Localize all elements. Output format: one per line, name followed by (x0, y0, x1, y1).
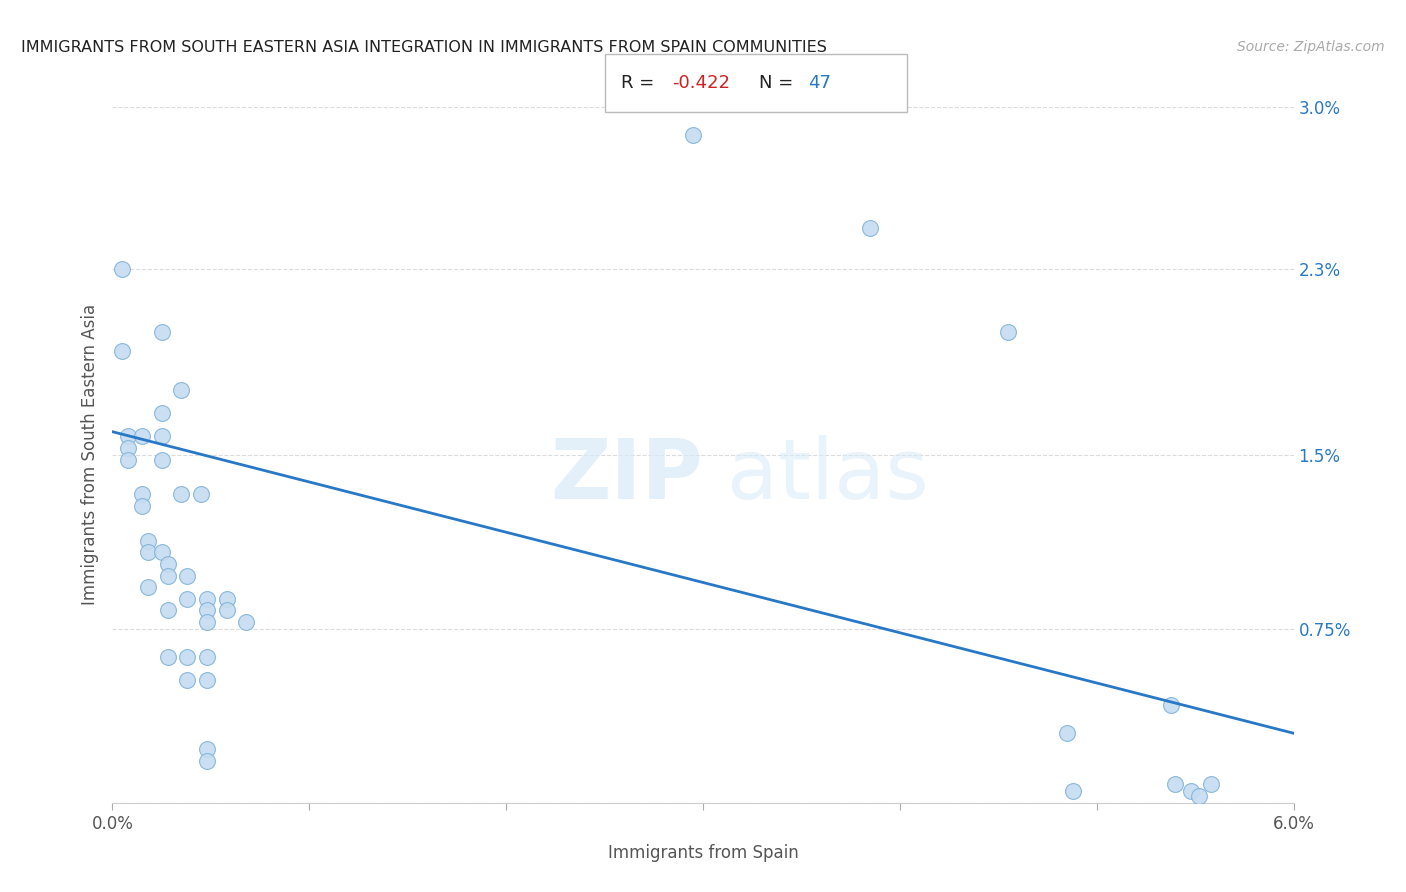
Point (1180, 784, 1202, 798)
Point (150, 545, 173, 559)
Point (136, 580, 159, 594)
Point (170, 383, 193, 397)
Point (682, 128, 704, 142)
Point (150, 406, 173, 420)
Point (156, 603, 179, 617)
Point (117, 452, 139, 467)
Point (1199, 777, 1222, 791)
Point (131, 487, 153, 501)
Point (170, 487, 193, 501)
Point (195, 742, 218, 756)
Text: ZIP: ZIP (551, 435, 703, 516)
Point (176, 568, 198, 582)
Point (176, 591, 198, 606)
Point (1062, 784, 1084, 798)
Point (1160, 698, 1182, 713)
Point (131, 499, 153, 513)
Point (117, 441, 139, 455)
Point (1188, 789, 1211, 803)
Text: IMMIGRANTS FROM SOUTH EASTERN ASIA INTEGRATION IN IMMIGRANTS FROM SPAIN COMMUNIT: IMMIGRANTS FROM SOUTH EASTERN ASIA INTEG… (21, 40, 827, 55)
Point (195, 591, 218, 606)
Point (190, 487, 212, 501)
Point (136, 545, 159, 559)
Point (195, 649, 218, 664)
Point (859, 220, 882, 235)
Point (1056, 726, 1078, 740)
Point (176, 673, 198, 687)
Point (215, 591, 238, 606)
Text: Source: ZipAtlas.com: Source: ZipAtlas.com (1237, 40, 1385, 54)
Point (156, 557, 179, 571)
Point (111, 262, 134, 277)
Point (150, 429, 173, 443)
Point (195, 615, 218, 629)
Text: atlas: atlas (727, 435, 928, 516)
Point (136, 533, 159, 548)
Point (156, 568, 179, 582)
Point (111, 343, 134, 358)
Point (176, 649, 198, 664)
Point (235, 615, 257, 629)
Point (131, 429, 153, 443)
Y-axis label: Immigrants from South Eastern Asia: Immigrants from South Eastern Asia (80, 304, 98, 606)
Point (150, 325, 173, 339)
Text: N =: N = (759, 73, 799, 92)
X-axis label: Immigrants from Spain: Immigrants from Spain (607, 844, 799, 862)
Text: R =: R = (621, 73, 661, 92)
Point (195, 603, 218, 617)
Point (195, 673, 218, 687)
Point (195, 754, 218, 768)
Text: -0.422: -0.422 (672, 73, 730, 92)
Point (117, 429, 139, 443)
Point (997, 325, 1019, 339)
Point (215, 603, 238, 617)
Point (156, 649, 179, 664)
Text: 47: 47 (808, 73, 831, 92)
Point (1164, 777, 1187, 791)
Point (150, 452, 173, 467)
